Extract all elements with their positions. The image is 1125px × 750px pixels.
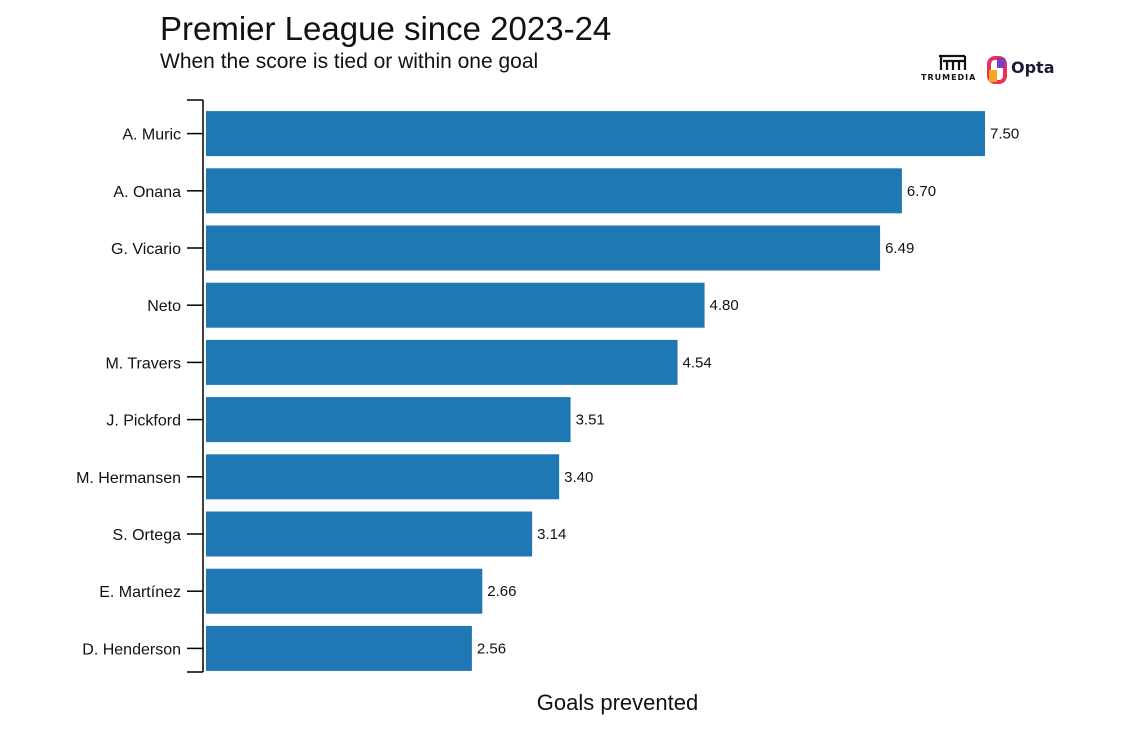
chart-title: Premier League since 2023-24	[160, 10, 612, 47]
opta-logo-icon	[987, 56, 1007, 84]
trumedia-logo: TRUMEDIA	[921, 52, 981, 86]
y-tick-label: A. Muric	[122, 127, 181, 144]
bar	[206, 225, 881, 271]
data-label: 2.66	[487, 583, 516, 600]
logo-group: TRUMEDIA Opta	[915, 52, 1055, 88]
data-label: 2.56	[477, 640, 506, 657]
opta-logo: Opta	[987, 56, 1055, 86]
bar	[206, 282, 705, 328]
bar	[206, 625, 472, 671]
bar	[206, 454, 560, 500]
bar	[206, 111, 985, 157]
y-tick-label: Neto	[147, 298, 181, 315]
y-tick-label: G. Vicario	[111, 241, 181, 258]
trumedia-logo-text: TRUMEDIA	[921, 73, 977, 82]
y-tick-label: J. Pickford	[106, 413, 181, 430]
trumedia-logo-icon	[939, 54, 967, 70]
data-label: 4.80	[710, 297, 739, 314]
y-tick-label: A. Onana	[113, 184, 181, 201]
y-tick-label: M. Hermansen	[76, 470, 181, 487]
y-tick-label: M. Travers	[105, 355, 181, 372]
bar	[206, 168, 902, 214]
y-tick-label: D. Henderson	[82, 641, 181, 658]
opta-logo-text: Opta	[1011, 58, 1055, 77]
y-tick-label: S. Ortega	[113, 527, 182, 544]
data-label: 6.49	[885, 240, 914, 257]
bar	[206, 511, 533, 557]
bar	[206, 339, 678, 385]
bar	[206, 568, 483, 614]
x-axis-label: Goals prevented	[536, 690, 699, 715]
data-label: 6.70	[907, 183, 936, 200]
bar	[206, 397, 571, 443]
data-label: 7.50	[990, 126, 1019, 143]
data-label: 3.51	[576, 412, 605, 429]
chart-subtitle: When the score is tied or within one goa…	[160, 50, 539, 73]
y-tick-label: E. Martínez	[99, 584, 181, 601]
data-label: 3.40	[564, 469, 593, 486]
data-label: 4.54	[683, 354, 712, 371]
data-label: 3.14	[537, 526, 566, 543]
